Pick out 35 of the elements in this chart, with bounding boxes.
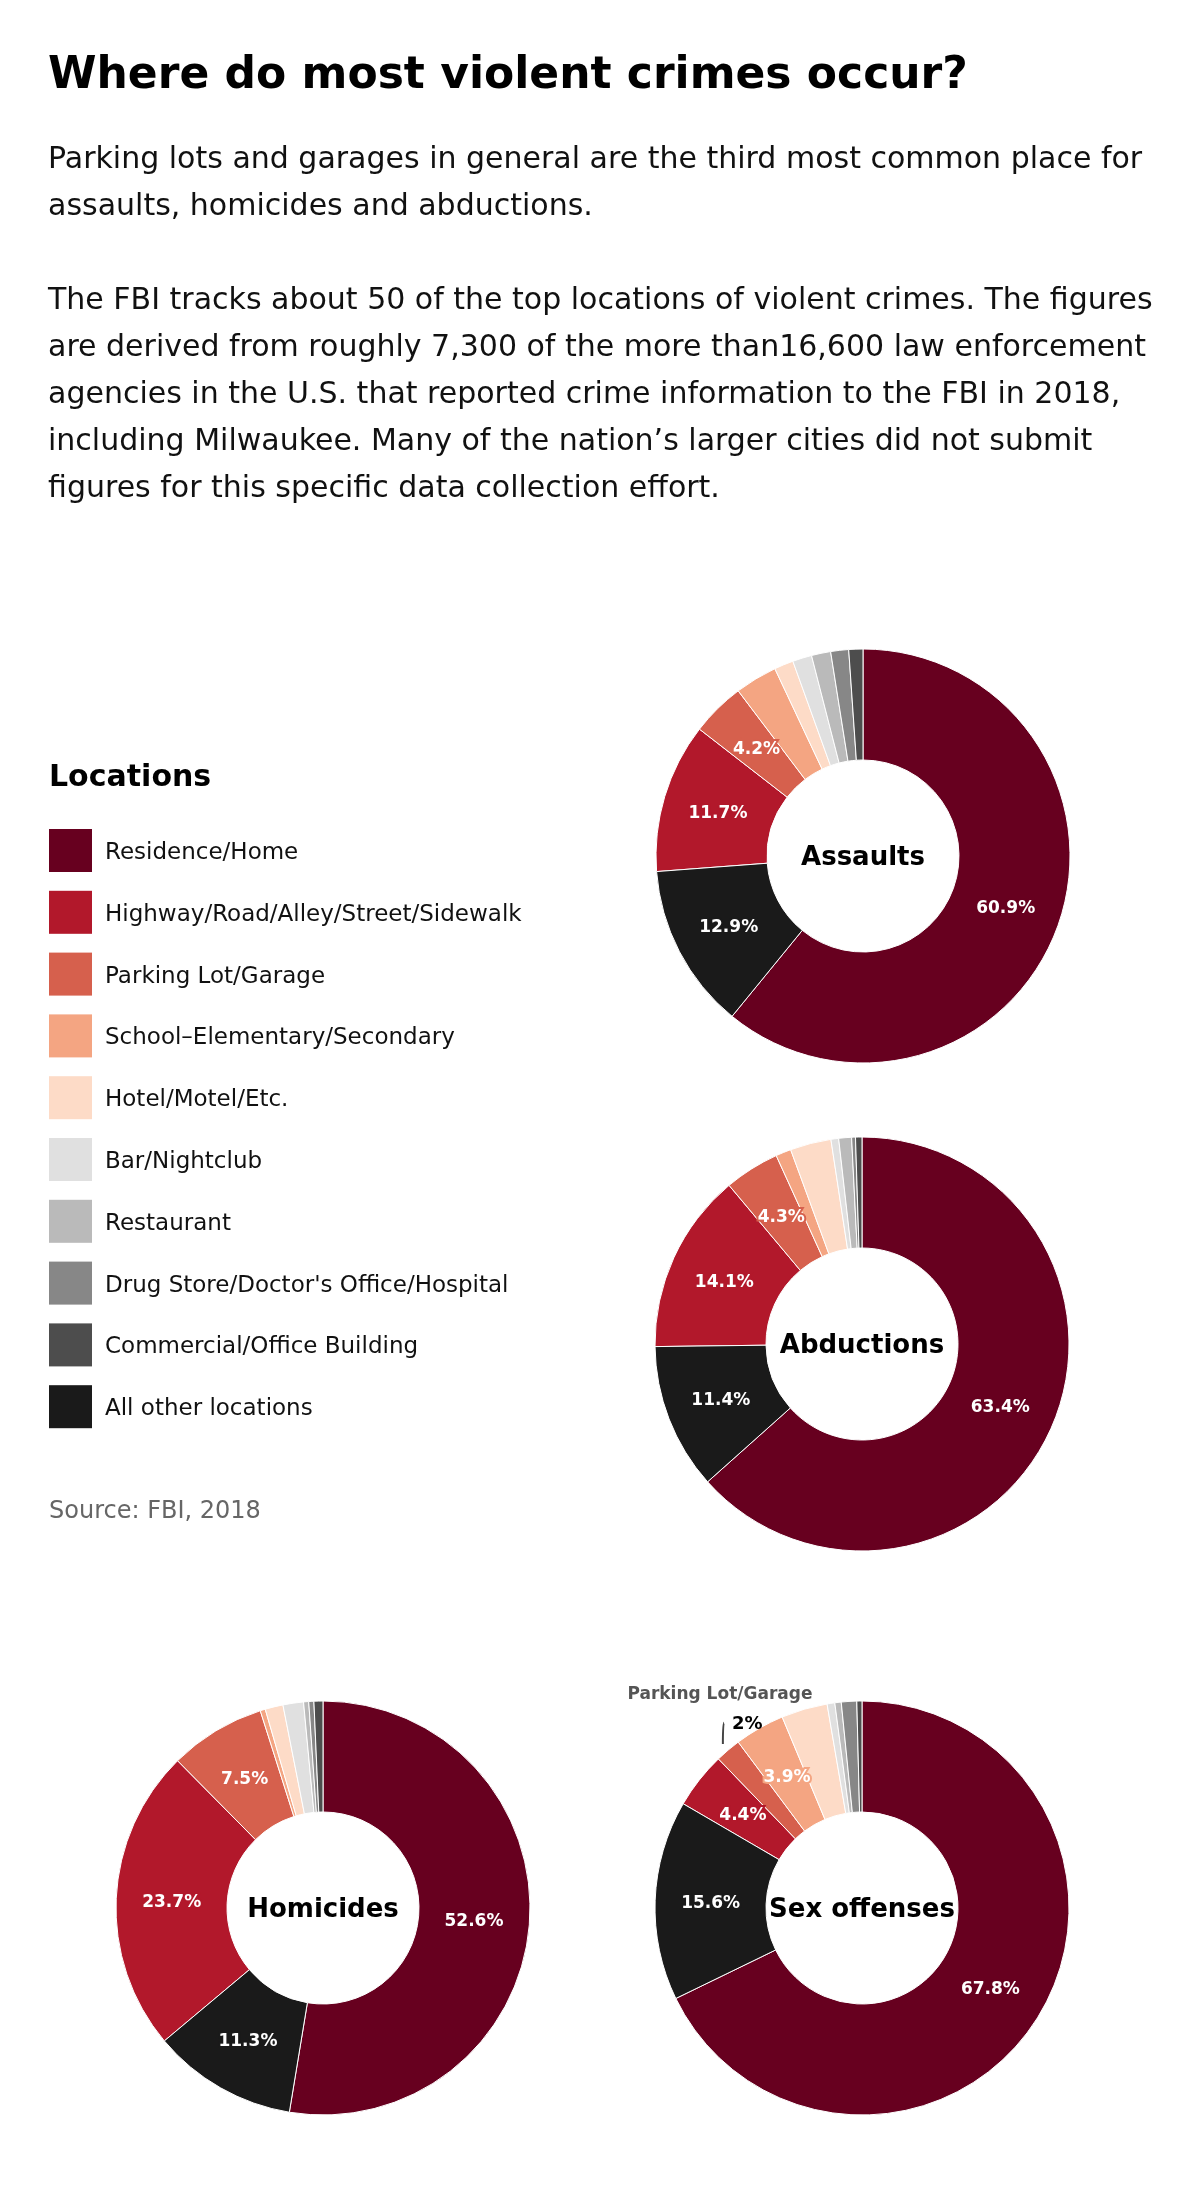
data-label: 2% <box>731 1711 763 1733</box>
legend-label: School–Elementary/Secondary <box>105 1023 455 1050</box>
data-label: 11.3% <box>218 2029 278 2050</box>
legend-label: Drug Store/Doctor's Office/Hospital <box>105 1270 509 1297</box>
data-label: 14.1% <box>694 1270 754 1291</box>
data-label: 23.7% <box>142 1890 202 1911</box>
data-label: 4.4% <box>719 1804 767 1825</box>
text: Homicides <box>247 1893 399 1924</box>
text: Sex offenses <box>769 1893 955 1924</box>
text: Parking lots and garages in general are the third most common place for assaults, homicides and abductions. The FBI tracks about 50 of the top locations of violent crimes. The figures are derived from roughly 7,300 of the more than16,600 law enforcement agencies in the U.S. that reported crime information to the FBI in 2018, including Milwaukee. Many of the nation’s larger cities did not submit figures for this specific data collection effort. <box>48 140 1153 504</box>
data-label: 11.7% <box>688 802 748 823</box>
data-label: 67.8% <box>960 1978 1020 1999</box>
source-note: Source: FBI, 2018 <box>49 1496 261 1524</box>
data-label: 52.6% <box>444 1910 504 1931</box>
legend-label: Parking Lot/Garage <box>105 961 326 988</box>
legend-label: Bar/Nightclub <box>105 1147 263 1174</box>
data-label: 7.5% <box>221 1768 269 1789</box>
data-label: 4.2% <box>732 738 781 759</box>
text: Parking Lot/Garage <box>627 1682 813 1703</box>
legend-label: Highway/Road/Alley/Street/Sidewalk <box>105 899 523 926</box>
legend-label: Hotel/Motel/Etc. <box>105 1085 289 1112</box>
text: Where do most violent crimes occur? <box>48 47 968 98</box>
data-label: 60.9% <box>976 896 1036 917</box>
data-label: 4.3% <box>757 1205 805 1226</box>
legend-title: Locations <box>49 758 212 793</box>
legend-label: All other locations <box>105 1394 313 1421</box>
data-label: 12.9% <box>699 916 759 936</box>
data-label: 11.4% <box>691 1388 751 1409</box>
legend-label: Commercial/Office Building <box>105 1332 419 1359</box>
text: Abductions <box>779 1329 945 1360</box>
data-label: 63.4% <box>970 1395 1030 1416</box>
text: Assaults <box>801 841 925 872</box>
legend-label: Residence/Home <box>105 838 299 865</box>
legend-label: Restaurant <box>105 1208 231 1235</box>
data-label: 15.6% <box>681 1892 741 1913</box>
